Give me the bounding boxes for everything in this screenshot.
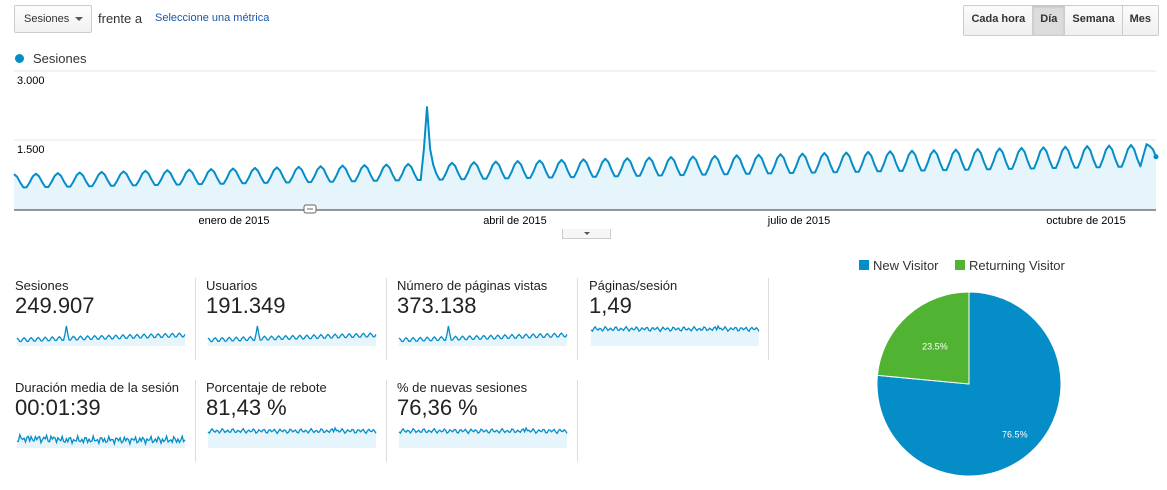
scorecard-value: 76,36 %: [397, 395, 478, 420]
legend-label-new-visitor[interactable]: New Visitor: [873, 258, 939, 273]
scorecard-sparkline: [207, 325, 377, 346]
series-legend-marker: [15, 54, 24, 63]
pie-slice-new-visitor[interactable]: [876, 291, 1062, 477]
sparkline-line: [207, 325, 377, 343]
scorecard-pages-per-session[interactable]: Páginas/sesión 1,49: [589, 278, 760, 364]
sparkline-line: [207, 426, 377, 435]
metric-select-value: Sesiones: [24, 13, 70, 25]
x-tick-label: enero de 2015: [199, 215, 270, 227]
scorecard-value: 00:01:39: [15, 395, 101, 420]
legend-label-returning-visitor[interactable]: Returning Visitor: [969, 258, 1065, 273]
y-tick-label: 3.000: [17, 75, 45, 87]
sparkline-line: [398, 426, 568, 435]
scorecard-value: 81,43 %: [206, 395, 287, 420]
granularity-toggle: Cada hora Día Semana Mes: [963, 5, 1159, 36]
sessions-series-line: [13, 106, 1157, 189]
scorecard-users[interactable]: Usuarios 191.349: [206, 278, 377, 364]
scorecard-value: 1,49: [589, 293, 632, 318]
scorecard-divider: [768, 278, 769, 360]
scorecard-label: Duración media de la sesión: [15, 380, 180, 395]
scorecard-divider: [386, 380, 387, 462]
scorecard-avg-session-duration[interactable]: Duración media de la sesión 00:01:39: [15, 380, 186, 466]
pie-slice-label: 76.5%: [1002, 429, 1028, 439]
scorecard-divider: [195, 380, 196, 462]
series-legend-label: Sesiones: [33, 51, 87, 66]
scorecard-divider: [386, 278, 387, 360]
sparkline-area: [208, 428, 376, 448]
sparkline-area: [399, 326, 567, 346]
sparkline-area: [399, 428, 567, 448]
scorecard-label: Sesiones: [15, 278, 69, 293]
scorecard-divider: [195, 278, 196, 360]
scorecard-label: % de nuevas sesiones: [397, 380, 528, 395]
pie-slice-label: 23.5%: [922, 342, 948, 352]
legend-swatch-new-visitor: [859, 260, 869, 270]
granularity-week-button[interactable]: Semana: [1064, 6, 1122, 35]
versus-label: frente a: [98, 11, 143, 26]
scorecard-sparkline: [207, 426, 377, 448]
collapse-chart-handle[interactable]: [562, 229, 611, 239]
metric-select[interactable]: Sesiones: [14, 5, 92, 33]
sparkline-area: [591, 326, 759, 346]
sparkline-line: [16, 325, 186, 343]
scorecard-new-sessions-pct[interactable]: % de nuevas sesiones 76,36 %: [397, 380, 568, 466]
scorecard-value: 191.349: [206, 293, 286, 318]
scorecard-label: Páginas/sesión: [589, 278, 678, 293]
pie-slice-returning-visitor[interactable]: [876, 291, 970, 385]
scorecard-bounce-rate[interactable]: Porcentaje de rebote 81,43 %: [206, 380, 377, 466]
x-tick-label: abril de 2015: [483, 215, 547, 227]
sparkline-area: [208, 326, 376, 346]
scorecard-value: 249.907: [15, 293, 95, 318]
scorecard-sparkline: [398, 426, 568, 448]
sessions-area-fill: [14, 107, 1156, 210]
granularity-month-button[interactable]: Mes: [1121, 6, 1158, 35]
visitor-type-pie-chart: 76.5% 23.5%: [876, 291, 1062, 477]
scorecard-value: 373.138: [397, 293, 477, 318]
scorecard-divider: [577, 278, 578, 360]
granularity-day-button[interactable]: Día: [1032, 6, 1065, 35]
x-tick-label: octubre de 2015: [1046, 215, 1126, 227]
legend-swatch-returning-visitor: [955, 260, 965, 270]
select-metric-link[interactable]: Seleccione una métrica: [155, 12, 270, 24]
sparkline-line: [398, 325, 568, 343]
sparkline-area: [17, 326, 185, 346]
chevron-down-icon: [75, 17, 83, 21]
scorecard-sparkline: [16, 325, 186, 346]
x-tick-label: julio de 2015: [767, 215, 830, 227]
annotation-marker[interactable]: [303, 204, 317, 214]
scorecard-label: Porcentaje de rebote: [206, 380, 327, 395]
scorecard-label: Número de páginas vistas: [397, 278, 548, 293]
scorecard-sessions[interactable]: Sesiones 249.907: [15, 278, 186, 364]
series-end-point: [1153, 154, 1159, 160]
sessions-line-chart: 3.000 1.500 enero de 2015 abril de 2015 …: [13, 70, 1159, 227]
scorecard-divider: [577, 380, 578, 462]
scorecard-sparkline: [16, 432, 186, 448]
granularity-hourly-button[interactable]: Cada hora: [964, 6, 1033, 35]
scorecard-sparkline: [398, 325, 568, 346]
sparkline-line: [590, 324, 760, 333]
scorecard-sparkline: [590, 324, 760, 346]
scorecard-pageviews[interactable]: Número de páginas vistas 373.138: [397, 278, 568, 364]
y-tick-label: 1.500: [17, 144, 45, 156]
sparkline-line: [16, 432, 186, 447]
scorecard-label: Usuarios: [206, 278, 258, 293]
